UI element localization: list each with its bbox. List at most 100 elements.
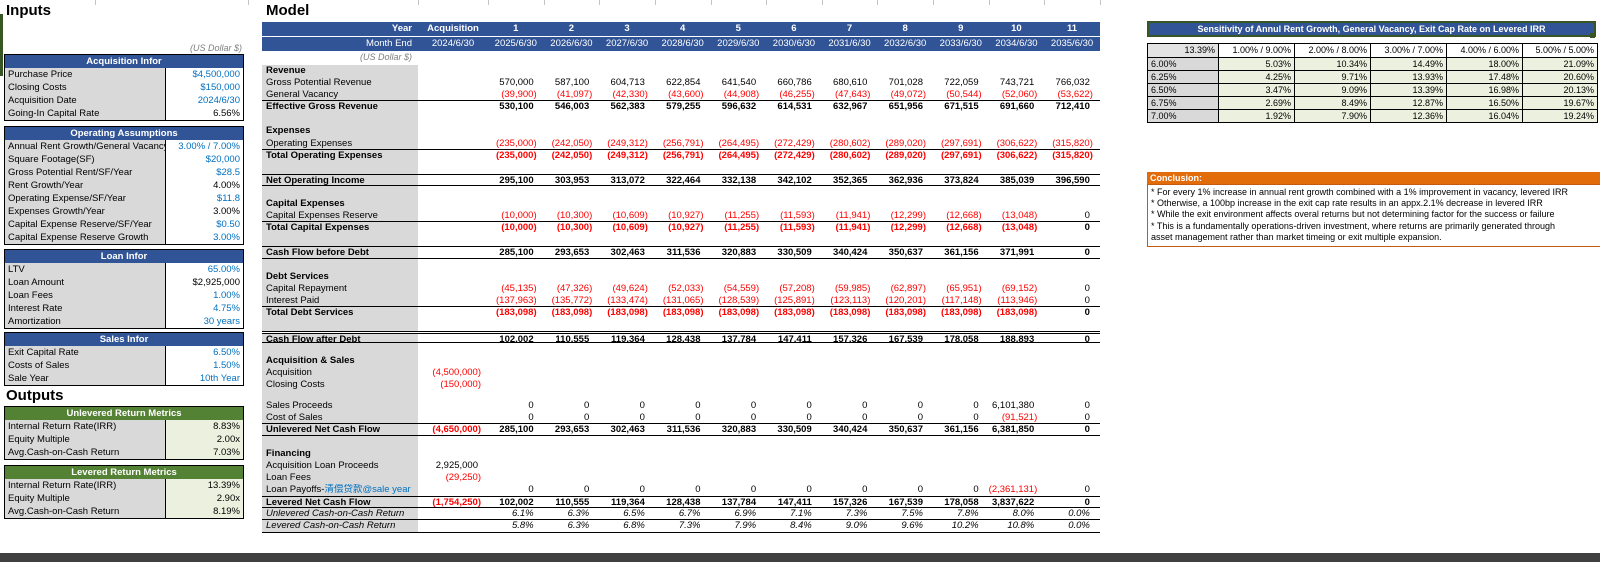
input-value[interactable]: $0.50 (165, 218, 243, 231)
model-cell[interactable]: (12,668) (946, 210, 982, 222)
model-cell[interactable]: (297,691) (940, 149, 982, 161)
model-cell[interactable]: 0 (1084, 411, 1090, 423)
model-cell[interactable]: (10,000) (501, 210, 537, 222)
sensitivity-cell[interactable]: 19.24% (1522, 109, 1597, 122)
model-cell[interactable]: 0 (1084, 222, 1090, 234)
model-cell[interactable]: 6.1% (511, 508, 534, 520)
sensitivity-cell[interactable]: 9.09% (1294, 83, 1370, 96)
model-cell[interactable]: (133,474) (607, 294, 648, 306)
model-cell[interactable]: (183,098) (718, 306, 760, 318)
model-cell[interactable]: 0 (639, 399, 645, 411)
model-cell[interactable]: 596,632 (721, 101, 757, 113)
model-cell[interactable]: (183,098) (551, 306, 593, 318)
model-cell[interactable]: 137,784 (721, 497, 757, 508)
model-cell[interactable]: 0 (1084, 210, 1090, 222)
input-value[interactable]: 65.00% (165, 263, 243, 276)
model-cell[interactable]: (10,300) (556, 222, 593, 234)
sensitivity-cell[interactable]: 12.87% (1370, 96, 1446, 109)
model-cell[interactable]: 0 (695, 484, 701, 496)
input-value[interactable]: 2024/6/30 (165, 94, 243, 107)
model-cell[interactable]: 546,003 (554, 101, 590, 113)
model-cell[interactable]: 0 (583, 411, 590, 423)
model-cell[interactable]: 128,438 (666, 334, 701, 343)
model-cell[interactable]: 6,101,380 (991, 399, 1035, 411)
model-cell[interactable]: (65,951) (946, 282, 982, 294)
model-cell[interactable]: 293,653 (554, 423, 590, 435)
input-value[interactable]: 13.39% (165, 479, 243, 492)
model-cell[interactable]: 352,365 (833, 174, 868, 185)
model-cell[interactable]: 311,536 (666, 247, 701, 258)
sensitivity-cell[interactable]: 14.49% (1370, 57, 1446, 70)
model-cell[interactable]: 6.5% (623, 508, 645, 520)
model-cell[interactable]: (235,000) (495, 149, 537, 161)
model-cell[interactable]: 0 (862, 484, 868, 496)
model-cell[interactable]: (2,361,131) (988, 484, 1038, 496)
model-cell[interactable]: 102,002 (499, 497, 534, 508)
model-cell[interactable]: 0 (750, 399, 757, 411)
model-cell[interactable]: 0 (862, 411, 868, 423)
sensitivity-cell[interactable]: 16.98% (1446, 83, 1522, 96)
model-cell[interactable]: 722,059 (944, 77, 979, 89)
model-cell[interactable]: 0 (973, 399, 979, 411)
model-cell[interactable]: (4,650,000) (432, 423, 481, 435)
model-cell[interactable]: 0 (1084, 423, 1090, 435)
model-cell[interactable]: 322,464 (666, 174, 701, 185)
sensitivity-cell[interactable]: 2.69% (1218, 96, 1294, 109)
model-cell[interactable]: 6.3% (567, 508, 590, 520)
model-cell[interactable]: 9.0% (845, 520, 868, 532)
model-cell[interactable]: 701,028 (888, 77, 923, 89)
model-cell[interactable]: (235,000) (495, 137, 537, 149)
model-cell[interactable]: 119,364 (611, 497, 645, 508)
input-value[interactable]: $20,000 (165, 153, 243, 166)
model-cell[interactable]: 285,100 (499, 423, 534, 435)
model-cell[interactable]: (272,429) (774, 149, 815, 161)
model-cell[interactable]: 6.9% (734, 508, 757, 520)
model-cell[interactable]: 7.5% (901, 508, 923, 520)
horizontal-scrollbar[interactable] (0, 553, 1600, 562)
input-value[interactable]: 3.00% (165, 205, 243, 218)
model-cell[interactable]: 614,531 (777, 101, 812, 113)
model-cell[interactable]: 3,837,622 (991, 497, 1035, 508)
input-value[interactable]: 30 years (165, 315, 243, 328)
input-value[interactable]: 2.90x (165, 492, 243, 505)
model-cell[interactable]: 340,424 (833, 423, 868, 435)
model-cell[interactable]: 311,536 (666, 423, 701, 435)
model-cell[interactable]: 0 (806, 484, 812, 496)
sensitivity-cell[interactable]: 9.71% (1294, 70, 1370, 83)
model-cell[interactable]: (249,312) (607, 137, 648, 149)
model-cell[interactable]: 5.8% (511, 520, 534, 532)
sensitivity-cell[interactable]: 5.03% (1218, 57, 1294, 70)
model-cell[interactable]: (10,000) (501, 222, 537, 234)
model-cell[interactable]: (91,521) (1001, 411, 1038, 423)
model-cell[interactable]: (306,622) (996, 149, 1038, 161)
model-cell[interactable]: (183,098) (607, 306, 648, 318)
model-cell[interactable]: (29,250) (445, 472, 481, 484)
model-cell[interactable]: 6.7% (678, 508, 701, 520)
model-cell[interactable]: (11,255) (724, 210, 760, 222)
model-cell[interactable]: 157,326 (833, 334, 868, 343)
input-value[interactable]: 8.83% (165, 420, 243, 433)
model-cell[interactable]: 0 (917, 484, 923, 496)
model-cell[interactable]: (249,312) (607, 149, 648, 161)
model-cell[interactable]: (52,033) (668, 282, 704, 294)
model-cell[interactable]: 530,100 (499, 101, 534, 113)
input-value[interactable]: 4.00% (165, 179, 243, 192)
model-cell[interactable]: (315,820) (1052, 137, 1093, 149)
input-value[interactable]: 10th Year (165, 372, 243, 385)
model-cell[interactable]: (113,946) (997, 294, 1038, 306)
input-value[interactable]: 8.19% (165, 505, 243, 518)
model-cell[interactable]: (42,330) (612, 89, 648, 101)
model-cell[interactable]: 342,102 (777, 174, 812, 185)
model-cell[interactable]: (125,891) (774, 294, 815, 306)
model-cell[interactable]: 330,509 (777, 423, 812, 435)
model-cell[interactable]: 0 (528, 411, 534, 423)
model-cell[interactable]: (13,048) (1001, 210, 1038, 222)
input-value[interactable]: $11.8 (165, 192, 243, 205)
model-cell[interactable]: 340,424 (833, 247, 868, 258)
model-cell[interactable]: (49,072) (890, 89, 926, 101)
model-cell[interactable]: 691,660 (999, 101, 1035, 113)
model-cell[interactable]: (12,299) (890, 222, 926, 234)
model-cell[interactable]: (59,985) (834, 282, 871, 294)
sensitivity-cell[interactable]: 19.67% (1522, 96, 1597, 109)
model-cell[interactable]: 0 (973, 484, 979, 496)
